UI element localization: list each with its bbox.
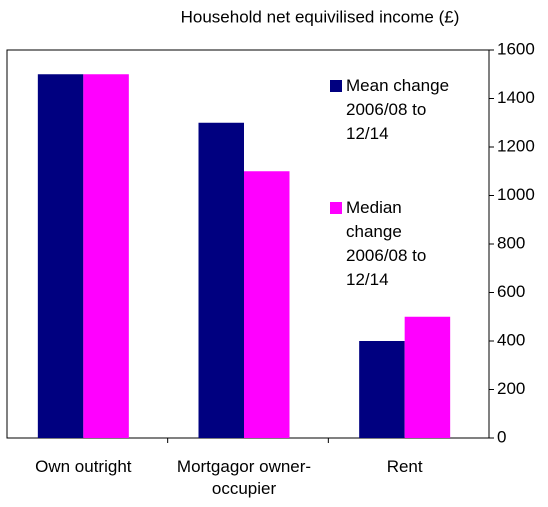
bar (404, 316, 451, 438)
legend-label: Mean change 2006/08 to 12/14 (346, 76, 450, 143)
legend-item: Mean change 2006/08 to 12/14 (330, 74, 450, 146)
y-tick-label: 0 (497, 427, 506, 446)
bar (359, 341, 405, 438)
x-tick-label: Own outright (35, 457, 132, 476)
legend-label: Median change 2006/08 to 12/14 (346, 198, 427, 289)
y-tick-label: 600 (497, 282, 525, 301)
y-tick-label: 400 (497, 330, 525, 349)
y-tick-label: 1600 (497, 39, 535, 58)
y-tick-label: 200 (497, 379, 525, 398)
chart-title: Household net equivilised income (£) (181, 7, 460, 26)
legend-swatch (330, 202, 342, 214)
x-tick-label: Rent (386, 457, 423, 476)
y-tick-label: 1400 (497, 88, 535, 107)
y-tick-label: 1000 (497, 185, 535, 204)
bar (37, 74, 84, 438)
y-tick-label: 800 (497, 233, 525, 252)
y-tick-label: 1200 (497, 136, 535, 155)
bar (244, 171, 290, 438)
bar (83, 74, 129, 438)
x-tick-label: Mortgagor owner-occupier (176, 457, 312, 498)
bar (198, 122, 244, 438)
legend-item: Median change 2006/08 to 12/14 (330, 196, 450, 292)
legend-swatch (330, 80, 342, 92)
